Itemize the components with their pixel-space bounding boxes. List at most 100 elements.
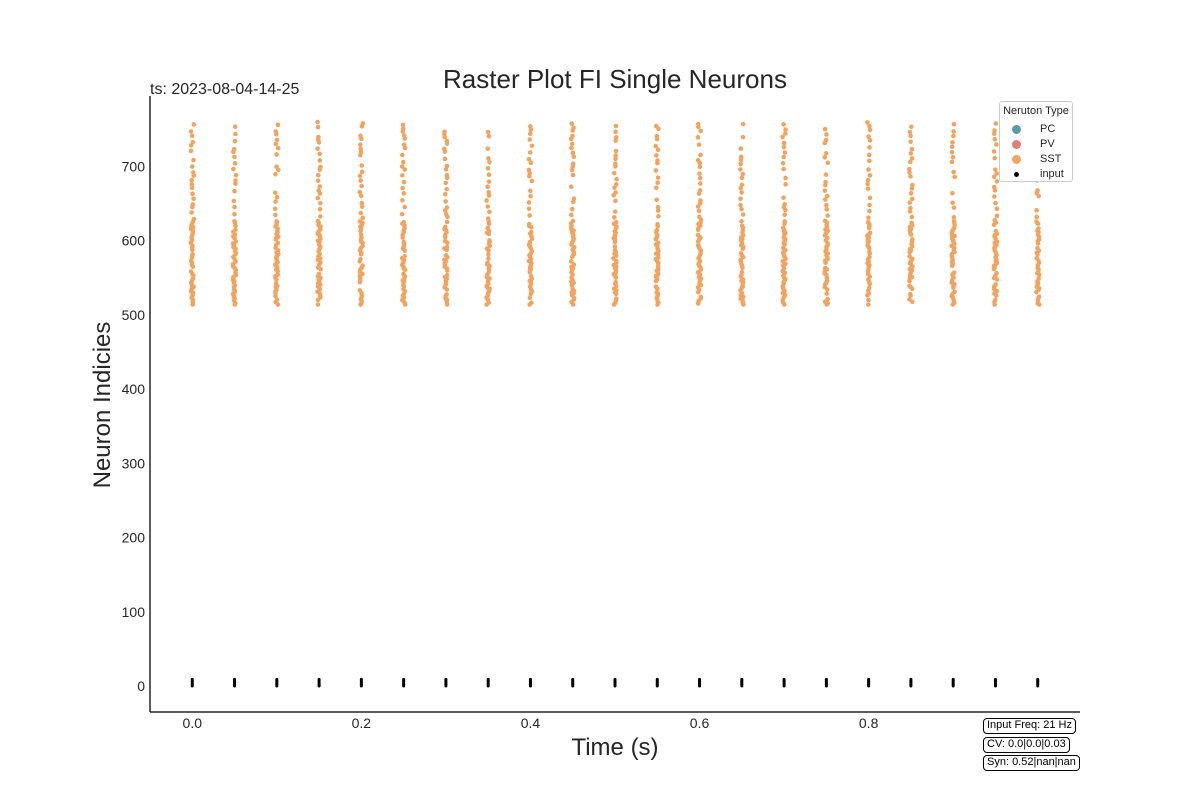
sst-spike (401, 191, 407, 196)
sst-spike (653, 123, 659, 129)
legend-item-sst: SST (1012, 152, 1061, 166)
sst-spike (653, 143, 658, 149)
sst-spike (867, 202, 872, 208)
sst-spike (527, 137, 533, 142)
y-ticks: 0 100 200 300 400 500 600 700 (122, 159, 146, 695)
sst-spike (993, 121, 999, 126)
sst-spike (782, 212, 788, 218)
sst-spike (444, 138, 450, 144)
sst-spike (908, 205, 913, 211)
sst-spike (485, 204, 491, 209)
sst-spike (951, 129, 956, 134)
sst-spike (654, 133, 660, 139)
sst-spike (866, 215, 871, 220)
sst-spike (571, 154, 577, 160)
sst-spike (950, 140, 955, 145)
sst-spike (444, 205, 450, 210)
sst-spike (738, 196, 743, 202)
sst-spike (527, 150, 533, 155)
sst-spike (695, 232, 701, 238)
sst-spike (949, 159, 955, 165)
sst-spike (569, 167, 575, 173)
sst-spike (951, 215, 957, 220)
sst-spike (570, 133, 575, 139)
sst-spike (444, 186, 450, 192)
legend-marker-sst (1012, 154, 1021, 164)
sst-spike (614, 296, 619, 302)
sst-spike (529, 300, 534, 305)
sst-spike (485, 166, 491, 171)
sst-spike (275, 145, 281, 151)
sst-spike (570, 286, 575, 292)
sst-spike (189, 177, 195, 183)
legend-marker-pc (1012, 124, 1021, 134)
sst-spike (190, 202, 196, 207)
sst-spike (1034, 214, 1040, 220)
sst-spike (273, 199, 278, 204)
sst-spike (867, 195, 873, 201)
sst-spike (315, 173, 321, 178)
sst-spike (782, 219, 788, 224)
sst-spike (569, 145, 574, 151)
sst-spike (823, 150, 829, 156)
sst-spike (401, 239, 407, 245)
cv-annotation: CV: 0.0|0.0|0.03 (983, 737, 1070, 753)
sst-spike (189, 185, 195, 191)
y-tick-label: 300 (122, 455, 146, 471)
sst-spike (909, 156, 915, 161)
sst-spike (442, 129, 447, 135)
sst-spike (867, 208, 872, 214)
sst-spike (316, 134, 321, 140)
sst-spike (907, 166, 912, 172)
sst-spike (908, 151, 914, 156)
sst-spike (571, 125, 576, 131)
sst-spike (315, 178, 321, 184)
sst-spike (275, 122, 281, 128)
legend-item-pc: PC (1012, 122, 1055, 136)
sst-spike (189, 164, 195, 169)
sst-spike (612, 248, 618, 253)
legend-label-sst: SST (1040, 153, 1062, 165)
sst-spike (613, 153, 618, 158)
sst-spike (444, 292, 449, 297)
sst-spike (781, 166, 786, 172)
sst-spike (739, 175, 745, 181)
sst-spike (526, 206, 532, 212)
sst-spike (781, 195, 786, 200)
sst-spike (655, 158, 660, 163)
sst-spike (274, 137, 280, 143)
sst-spike (569, 206, 575, 212)
sst-spike (232, 211, 237, 217)
sst-spike (866, 152, 872, 158)
sst-spike (865, 219, 871, 225)
sst-spike (231, 198, 237, 204)
sst-spike (359, 200, 365, 206)
sst-spike (866, 302, 871, 307)
sst-spike (358, 178, 363, 183)
sst-spike (570, 161, 576, 166)
sst-spike (528, 124, 533, 129)
sst-spike (232, 219, 237, 224)
sst-spike (444, 244, 450, 250)
sst-spike (907, 170, 912, 175)
sst-spike (825, 160, 831, 166)
sst-spike (444, 163, 450, 169)
sst-spike (191, 157, 196, 163)
sst-spike (695, 242, 701, 248)
sst-spike (528, 188, 533, 194)
sst-spike (274, 194, 280, 200)
input-freq-annotation: Input Freq: 21 Hz (983, 718, 1076, 734)
sst-spike (655, 204, 661, 210)
sst-spike (822, 126, 828, 132)
sst-spike (486, 133, 492, 139)
sst-spike (613, 182, 619, 187)
sst-spike (653, 168, 659, 173)
sst-spike (951, 270, 957, 275)
sst-spike (485, 216, 491, 221)
sst-spike (655, 175, 661, 180)
sst-spike (526, 156, 532, 162)
sst-spike (401, 142, 407, 148)
sst-spike (315, 146, 320, 151)
sst-spike (316, 188, 321, 193)
sst-spike (358, 256, 363, 262)
